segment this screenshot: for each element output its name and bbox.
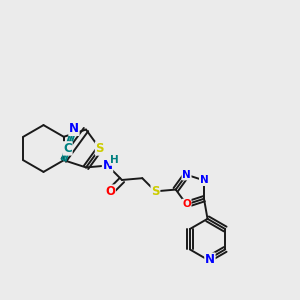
- Text: S: S: [151, 185, 160, 198]
- Text: N: N: [182, 170, 191, 180]
- Text: C: C: [63, 142, 72, 155]
- Text: N: N: [205, 253, 215, 266]
- Text: N: N: [200, 176, 208, 185]
- Text: S: S: [95, 142, 104, 155]
- Text: N: N: [103, 159, 112, 172]
- Text: O: O: [182, 200, 191, 209]
- Text: N: N: [69, 122, 79, 135]
- Text: H: H: [110, 155, 118, 165]
- Text: O: O: [105, 185, 115, 198]
